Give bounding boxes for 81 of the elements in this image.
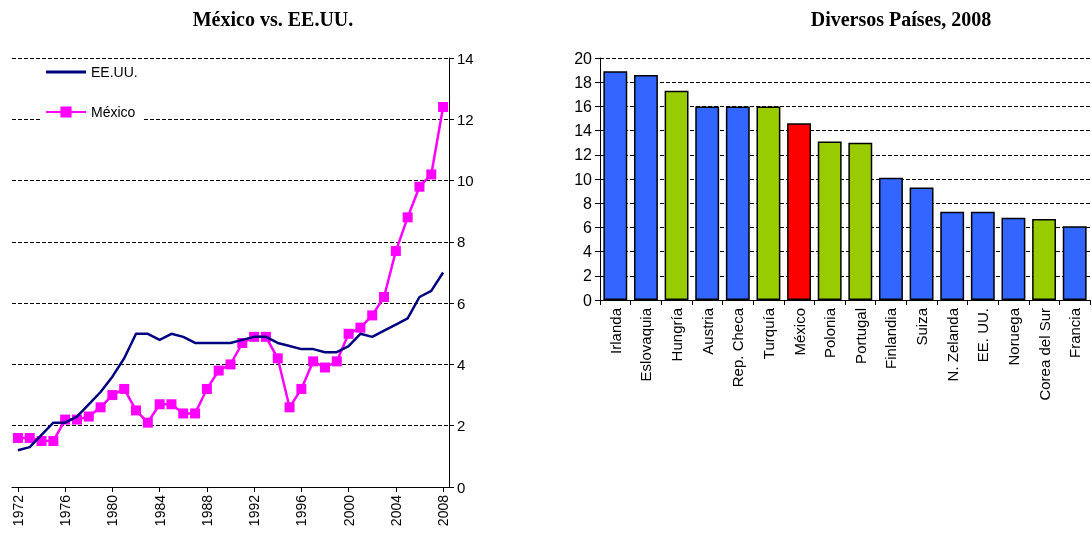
point bbox=[48, 436, 59, 447]
y-tick-label: 2 bbox=[457, 417, 466, 435]
point bbox=[390, 246, 401, 257]
point bbox=[225, 359, 236, 370]
y-tick-label: 0 bbox=[583, 291, 593, 309]
x-tick-label: 1972 bbox=[9, 494, 26, 527]
x-tick-label: Turquía bbox=[759, 307, 777, 360]
x-tick-label: 1996 bbox=[293, 494, 310, 527]
point bbox=[402, 212, 413, 223]
x-tick-label: México bbox=[790, 308, 808, 356]
y-tick-label: 8 bbox=[457, 233, 466, 251]
y-tick-label: 0 bbox=[457, 478, 466, 496]
point bbox=[331, 356, 342, 367]
x-tick-label: Finlandia bbox=[882, 307, 900, 369]
x-tick-label: 2000 bbox=[340, 494, 357, 527]
point bbox=[12, 432, 23, 443]
x-tick-label: 2004 bbox=[387, 494, 404, 527]
point bbox=[296, 383, 307, 394]
point bbox=[178, 408, 189, 419]
point bbox=[284, 402, 295, 413]
point bbox=[367, 310, 378, 321]
x-tick-label: 1976 bbox=[57, 494, 74, 527]
y-tick-label: 18 bbox=[574, 73, 593, 91]
x-tick-label: EE. UU. bbox=[974, 308, 992, 363]
y-tick-label: 4 bbox=[583, 243, 593, 261]
point bbox=[83, 411, 94, 422]
point bbox=[343, 328, 354, 339]
x-tick-label: Irlanda bbox=[606, 307, 624, 354]
y-tick-label: 6 bbox=[583, 218, 593, 236]
y-tick-label: 6 bbox=[457, 294, 466, 312]
x-tick-label: 1980 bbox=[104, 494, 121, 527]
point bbox=[355, 322, 366, 333]
x-tick-label: 1984 bbox=[151, 494, 168, 527]
point bbox=[119, 383, 130, 394]
y-tick-label: 14 bbox=[457, 49, 474, 67]
point bbox=[107, 390, 118, 401]
point bbox=[426, 169, 437, 180]
y-tick-label: 8 bbox=[583, 194, 593, 212]
x-tick-label: Portugal bbox=[851, 308, 869, 364]
x-tick-label: N. Zelanda bbox=[943, 307, 961, 382]
x-tick-label: Suiza bbox=[913, 307, 931, 346]
chart-title: México vs. EE.UU. bbox=[192, 8, 354, 30]
y-tick-label: 10 bbox=[574, 170, 593, 188]
x-tick-label: Rep. Checa bbox=[729, 307, 747, 388]
chart-title: Diversos Países, 2008 bbox=[810, 8, 992, 30]
y-tick-label: 14 bbox=[574, 122, 593, 140]
point bbox=[272, 353, 283, 364]
point bbox=[154, 399, 165, 410]
x-tick-label: Polonia bbox=[821, 307, 839, 359]
line-series bbox=[16, 271, 445, 452]
x-tick-label: Austria bbox=[698, 307, 716, 355]
point bbox=[414, 181, 425, 192]
y-tick-label: 16 bbox=[574, 97, 593, 115]
point bbox=[308, 356, 319, 367]
x-tick-label: 2008 bbox=[435, 494, 452, 527]
y-tick-label: 4 bbox=[457, 355, 466, 373]
x-tick-label: Hungría bbox=[668, 307, 686, 362]
x-tick-label: Noruega bbox=[1004, 307, 1022, 366]
point bbox=[438, 102, 449, 113]
y-tick-label: 2 bbox=[583, 267, 593, 285]
point bbox=[190, 408, 201, 419]
point bbox=[201, 383, 212, 394]
point bbox=[131, 405, 142, 416]
point bbox=[213, 365, 224, 376]
point bbox=[24, 432, 35, 443]
point bbox=[142, 417, 153, 428]
point bbox=[95, 402, 106, 413]
legend-label: México bbox=[91, 104, 136, 120]
y-tick-label: 10 bbox=[457, 172, 474, 190]
point bbox=[379, 292, 390, 303]
x-tick-label: Corea del Sur bbox=[1035, 308, 1053, 401]
x-tick-label: 1992 bbox=[246, 494, 263, 527]
point bbox=[319, 362, 330, 373]
x-tick-label: Francia bbox=[1066, 307, 1084, 359]
point bbox=[166, 399, 177, 410]
x-tick-label: 1988 bbox=[198, 494, 215, 527]
y-tick-label: 12 bbox=[457, 110, 474, 128]
x-tick-label: Eslovaquia bbox=[637, 307, 655, 382]
legend-label: EE.UU. bbox=[91, 64, 138, 80]
y-tick-label: 20 bbox=[574, 49, 593, 67]
y-tick-label: 12 bbox=[574, 146, 593, 164]
